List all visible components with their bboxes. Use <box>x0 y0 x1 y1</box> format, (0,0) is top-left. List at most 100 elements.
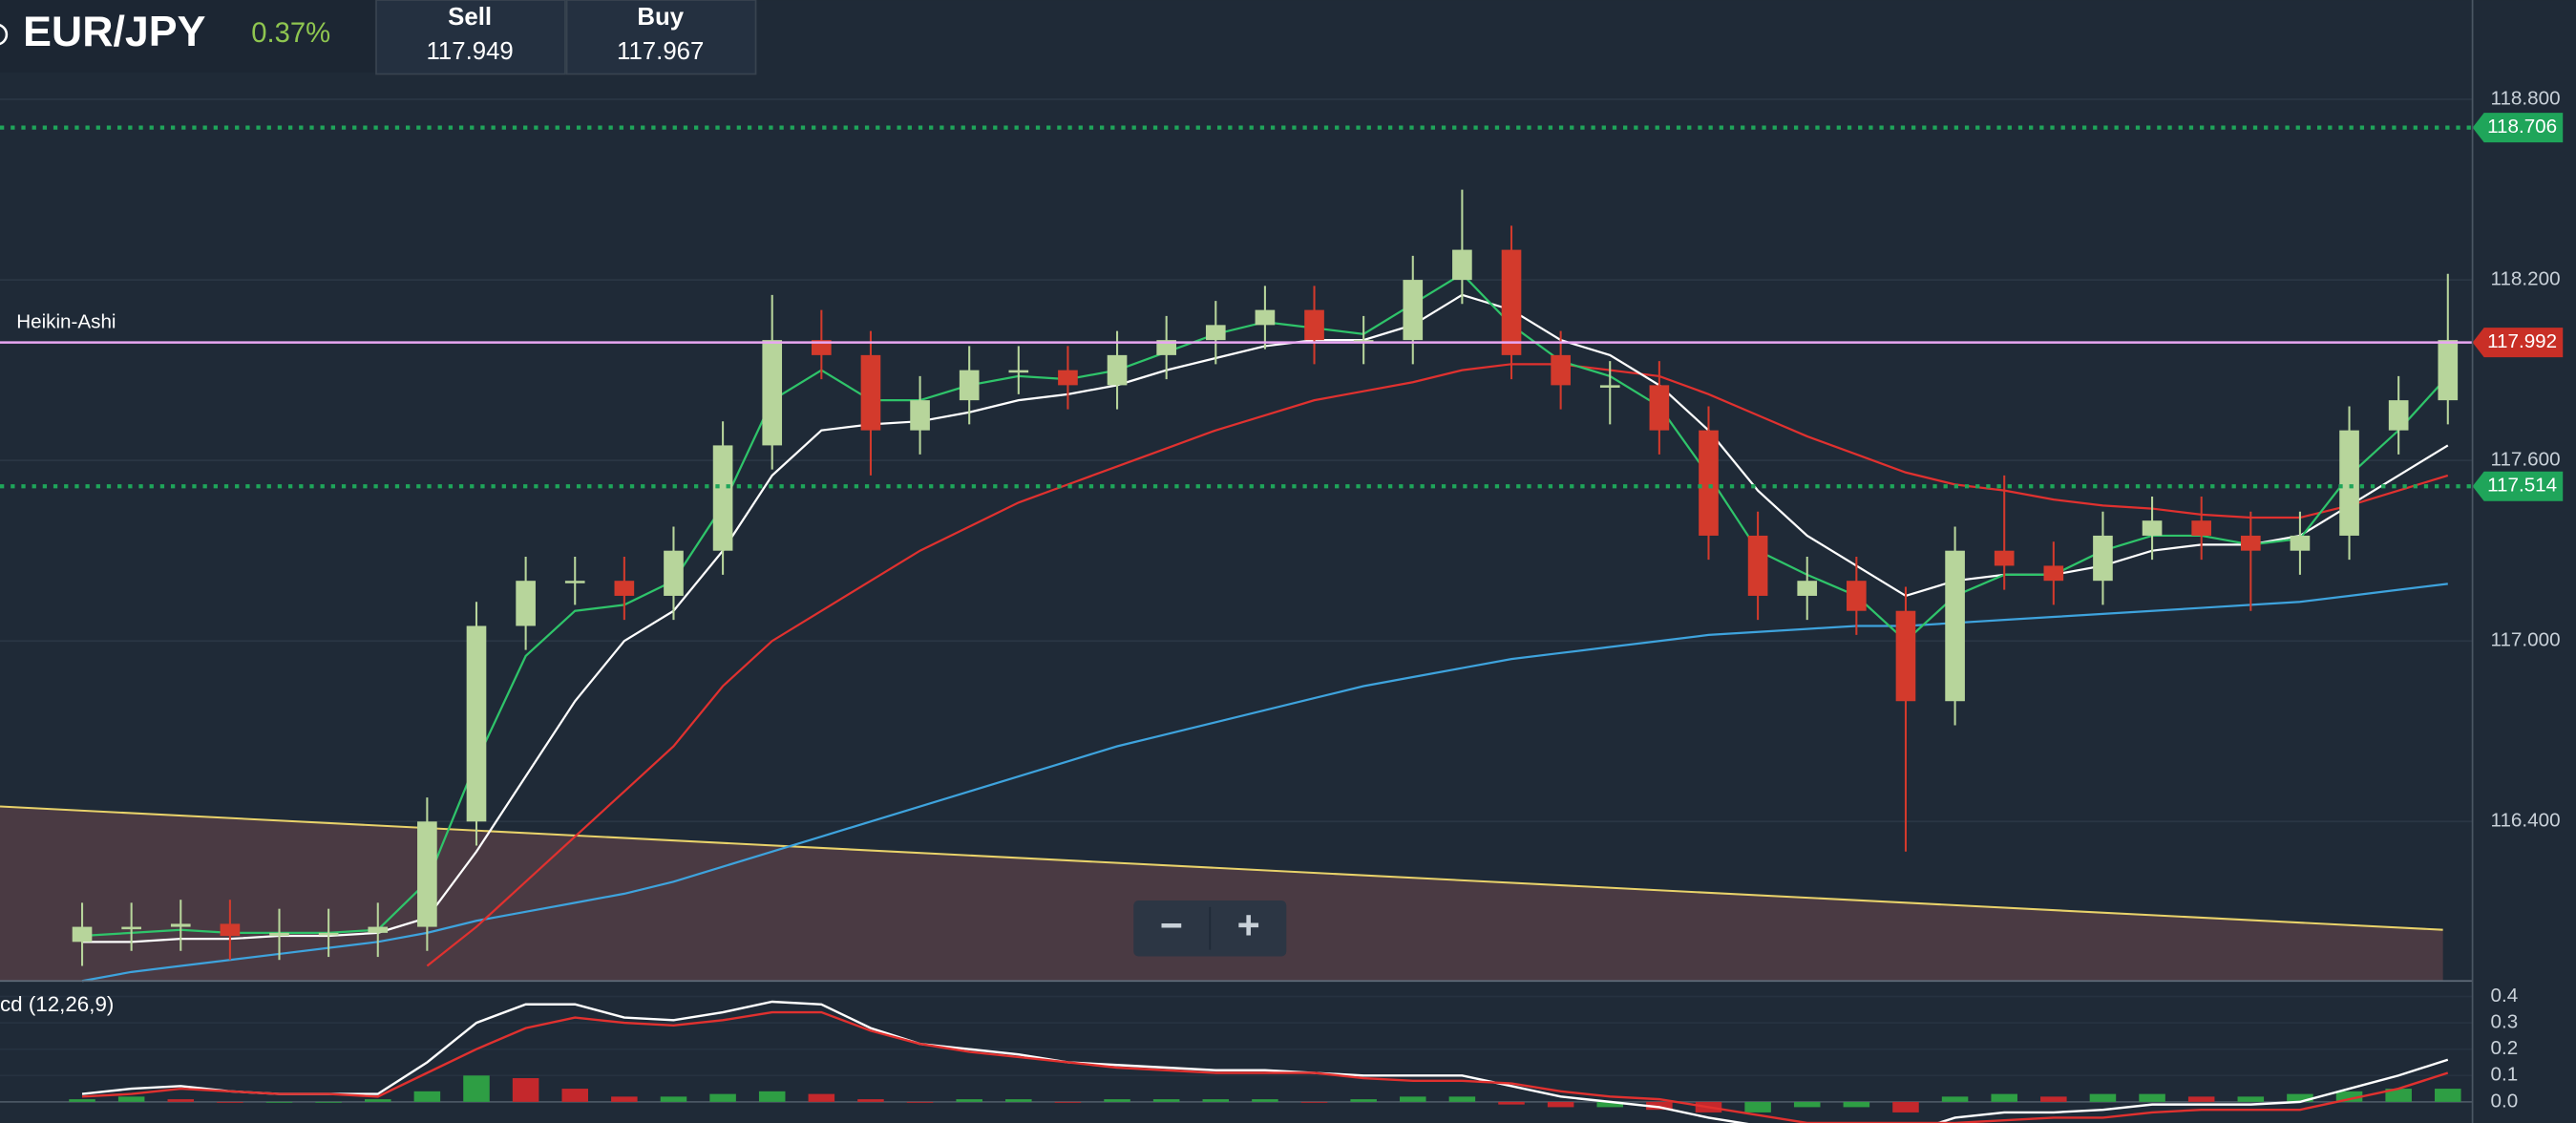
indicator-line <box>81 583 2448 983</box>
histogram-bar <box>1400 1096 1426 1102</box>
candle-body <box>860 354 881 431</box>
candle-body <box>269 932 289 937</box>
price-tag <box>2472 328 2564 358</box>
histogram-bar <box>1941 1096 1969 1102</box>
histogram-bar <box>117 1096 145 1102</box>
histogram-bar <box>1547 1101 1574 1108</box>
price-tag <box>2472 113 2564 143</box>
change: 0.37% <box>251 18 330 49</box>
histogram-bar <box>2139 1093 2165 1102</box>
indicator-line <box>81 1010 2449 1123</box>
candle-body <box>1255 309 1276 326</box>
trendline <box>0 805 2443 931</box>
buy-price: 117.967 <box>617 38 704 65</box>
symbol-panel <box>0 0 375 73</box>
level-label: Heikin-Ashi <box>16 310 116 332</box>
histogram-bar <box>2187 1096 2215 1102</box>
histogram-bar <box>1152 1099 1180 1102</box>
candle-body <box>417 821 437 927</box>
indicator-line <box>81 1000 2449 1123</box>
candle-body <box>2043 565 2064 582</box>
price-tag <box>2472 471 2564 501</box>
histogram-bar <box>512 1078 539 1102</box>
histogram-bar <box>2089 1093 2117 1102</box>
y-tick-label: 117.600 <box>2491 449 2561 471</box>
histogram-bar <box>1300 1101 1328 1103</box>
histogram-bar <box>2335 1091 2363 1102</box>
candle-body <box>2142 520 2163 536</box>
candle-body <box>1501 249 1522 355</box>
price-tag-label: 117.992 <box>2487 330 2557 352</box>
histogram-bar <box>1054 1101 1082 1103</box>
sell-price: 117.949 <box>426 38 513 65</box>
indicator-line <box>426 363 2449 967</box>
histogram-bar <box>1793 1101 1821 1108</box>
y-tick-label: 0.2 <box>2491 1037 2519 1059</box>
candle-body <box>121 926 141 930</box>
histogram-bar <box>1892 1101 1919 1112</box>
price-tag-label: 118.706 <box>2487 116 2557 138</box>
candle-body <box>1699 430 1719 536</box>
histogram-bar <box>758 1091 786 1102</box>
buy-box[interactable] <box>565 0 757 75</box>
candle-body <box>1205 325 1226 341</box>
candle-body <box>1058 370 1078 386</box>
candle-body <box>564 581 585 583</box>
candle-body <box>614 581 635 596</box>
sell-box[interactable] <box>375 0 566 75</box>
candle-body <box>2438 340 2459 401</box>
histogram-bar <box>1596 1101 1624 1108</box>
histogram-bar <box>1991 1093 2017 1102</box>
y-tick-label: 117.000 <box>2491 629 2561 651</box>
histogram-bar <box>315 1101 342 1103</box>
histogram-bar <box>1252 1099 1278 1102</box>
candle-body <box>1403 280 1424 341</box>
y-tick-label: 0.0 <box>2491 1090 2519 1112</box>
candle-body <box>1008 370 1029 373</box>
histogram-bar <box>2040 1096 2067 1102</box>
histogram-bar <box>69 1099 95 1102</box>
histogram-bar <box>611 1096 638 1102</box>
price-tag-label: 117.514 <box>2487 475 2557 497</box>
histogram-bar <box>1498 1101 1525 1105</box>
y-tick-label: 0.4 <box>2491 985 2519 1006</box>
candle-body <box>762 340 783 446</box>
trend-zone <box>0 806 2443 982</box>
sell-button[interactable]: Sell 117.949 <box>375 0 566 75</box>
histogram-bar <box>2287 1093 2313 1102</box>
histogram-bar <box>2385 1089 2412 1102</box>
candle-body <box>318 932 339 936</box>
zoom-out[interactable]: − <box>1160 903 1183 947</box>
candle-body <box>220 923 241 937</box>
histogram-bar <box>808 1093 835 1102</box>
candle-body <box>1747 535 1768 596</box>
histogram-bar <box>364 1099 391 1102</box>
candle-body <box>2388 400 2409 431</box>
candle-body <box>2191 520 2212 536</box>
histogram-bar <box>2435 1089 2461 1102</box>
candle-body <box>1994 550 2015 566</box>
candle-body <box>664 550 684 596</box>
buy-button[interactable]: Buy 117.967 <box>565 0 757 75</box>
sell-label: Sell <box>448 4 492 31</box>
histogram-bar <box>413 1091 441 1102</box>
buy-label: Buy <box>637 4 684 31</box>
histogram-bar <box>709 1093 736 1102</box>
candle-body <box>368 926 389 933</box>
candle-body <box>1107 354 1128 386</box>
histogram-bar <box>1202 1099 1230 1102</box>
candle-body <box>1649 385 1670 431</box>
histogram-bar <box>857 1099 884 1102</box>
candle-body <box>1452 249 1472 281</box>
zoom-in[interactable]: + <box>1237 903 1260 947</box>
y-tick-label: 118.200 <box>2491 268 2561 290</box>
candle-body <box>2290 535 2311 551</box>
candle-body <box>1797 581 1818 596</box>
candle-body <box>1895 610 1916 702</box>
candle-body <box>516 581 536 626</box>
histogram-bar <box>561 1089 588 1102</box>
histogram-bar <box>463 1075 490 1102</box>
candle-body <box>1945 550 1965 702</box>
